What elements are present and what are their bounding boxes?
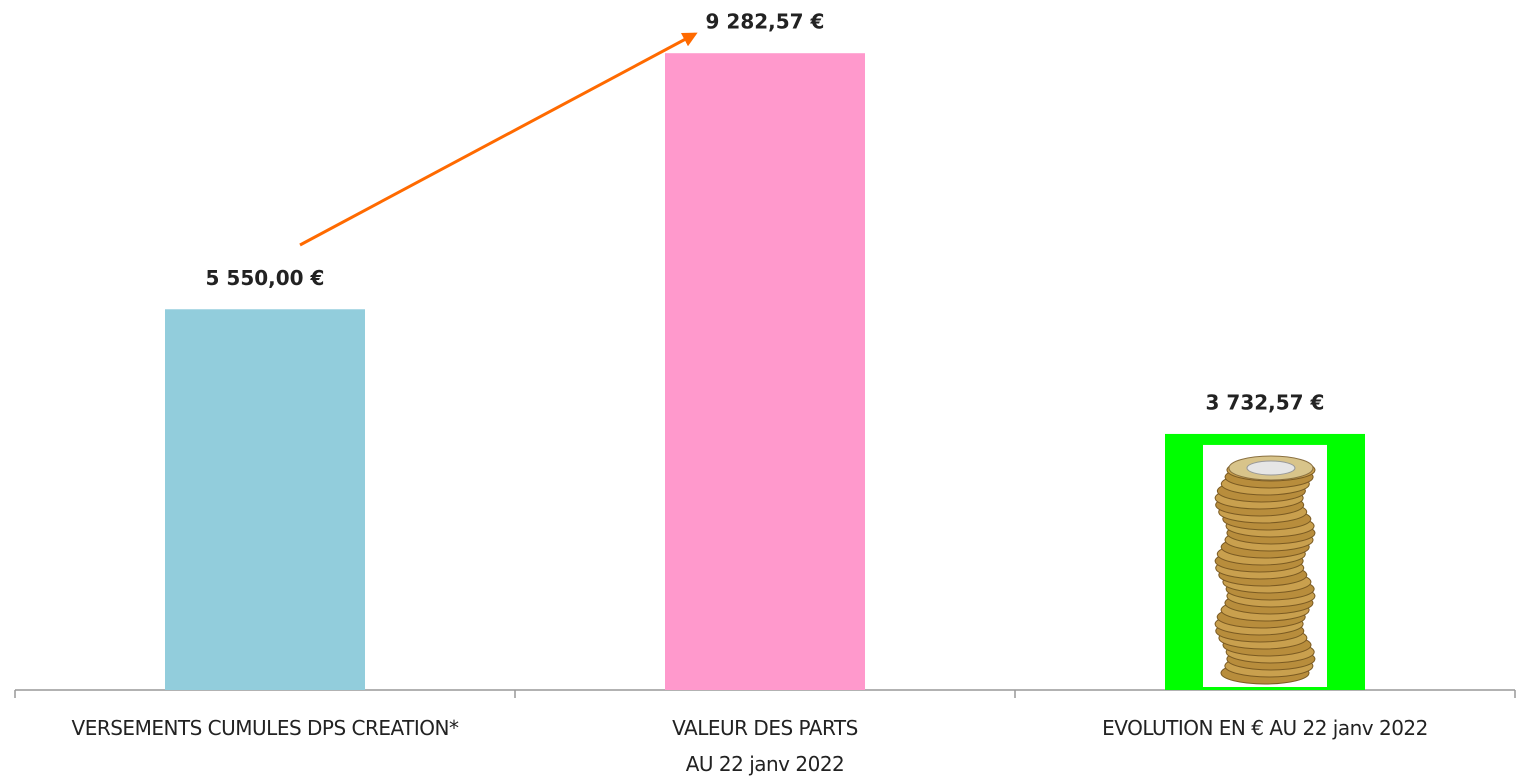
- bar: [165, 309, 365, 690]
- value-label: 3 732,57 €: [1206, 390, 1325, 414]
- x-tick-label: EVOLUTION EN € AU 22 janv 2022: [1015, 710, 1515, 746]
- coin-center: [1247, 461, 1295, 475]
- coin-stack: [1203, 445, 1327, 687]
- x-tick-label: VALEUR DES PARTS AU 22 janv 2022: [515, 710, 1015, 782]
- chart-container: 5 550,00 € 9 282,57 € 3 732,57 € VERSEMENT…: [0, 0, 1526, 783]
- arrow: [300, 34, 695, 245]
- chart: 5 550,00 € 9 282,57 € 3 732,57 €: [0, 0, 1526, 783]
- bar: [665, 53, 865, 690]
- value-label: 5 550,00 €: [206, 266, 325, 290]
- x-tick-label: VERSEMENTS CUMULES DPS CREATION*: [15, 710, 515, 746]
- value-label: 9 282,57 €: [706, 10, 825, 34]
